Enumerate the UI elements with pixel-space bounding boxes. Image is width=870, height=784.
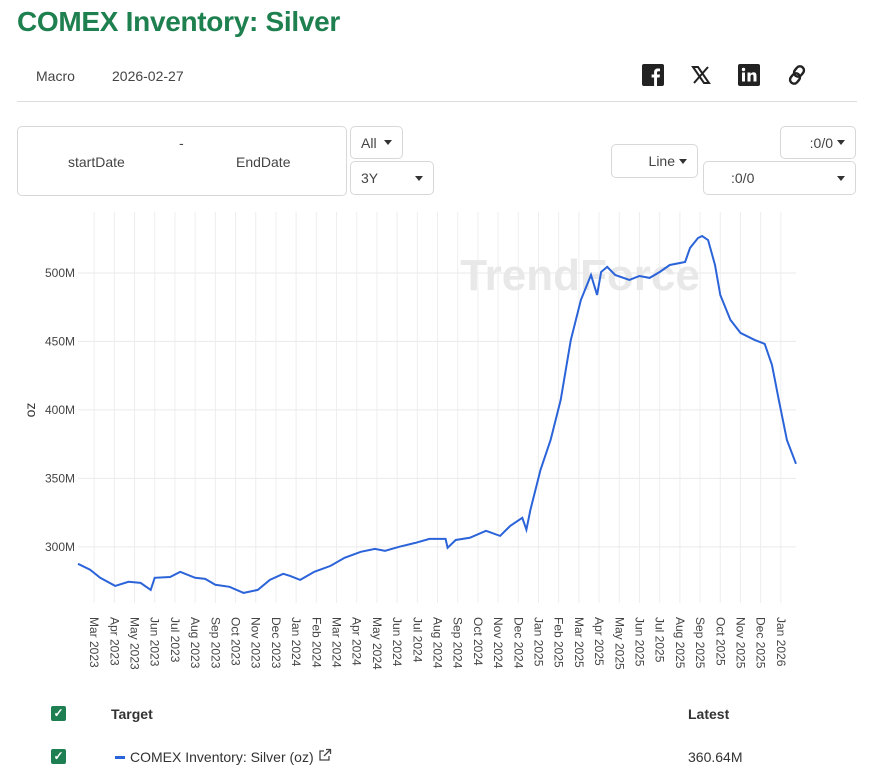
date-label: 2026-02-27 (112, 68, 184, 84)
x-tick-label: May 2025 (612, 617, 626, 670)
y-axis-title: oz (22, 403, 38, 418)
line-chart: TrendForce 300M 350M 400M 450M 500M Mar 2023 A… (22, 212, 797, 670)
x-tick-label: Apr 2023 (107, 617, 121, 666)
x-tick-label: Apr 2024 (350, 617, 364, 666)
x-tick-label: Jan 2025 (531, 617, 545, 667)
x-tick-label: Dec 2025 (754, 617, 768, 669)
chart-type-value: Line (648, 153, 675, 169)
x-tick-label: Jul 2023 (168, 617, 182, 663)
x-tick-label: Mar 2025 (572, 617, 586, 668)
chart-type-dropdown[interactable]: Line (611, 144, 698, 178)
caret-down-icon (679, 158, 687, 164)
watermark: TrendForce (460, 251, 700, 300)
right-axis-top-dropdown[interactable]: :0/0 (780, 126, 856, 159)
series-name: COMEX Inventory: Silver (oz) (130, 749, 314, 765)
x-tick-label: Sep 2023 (208, 617, 222, 669)
y-tick-label: 300M (45, 540, 75, 554)
link-icon[interactable] (786, 64, 808, 86)
caret-down-icon (837, 175, 845, 181)
right-axis-top-value: :0/0 (809, 134, 833, 151)
caret-down-icon (415, 175, 423, 181)
right-axis-bottom-dropdown[interactable]: :0/0 (703, 161, 856, 195)
external-link-icon[interactable] (318, 748, 332, 767)
period-dropdown[interactable]: 3Y (350, 161, 434, 195)
date-separator: - (179, 135, 184, 151)
x-tick-label: Feb 2025 (552, 617, 566, 668)
target-header: Target (111, 706, 153, 722)
x-tick-label: Jun 2023 (148, 617, 162, 667)
x-tick-label: Apr 2025 (592, 617, 606, 666)
series-line (77, 234, 797, 594)
x-tick-label: Nov 2024 (491, 617, 505, 669)
x-tick-label: Nov 2023 (249, 617, 263, 669)
x-tick-label: May 2024 (370, 617, 384, 670)
right-axis-bottom-value: :0/0 (731, 170, 755, 186)
x-tick-label: Nov 2025 (733, 617, 747, 669)
x-tick-label: Jun 2025 (632, 617, 646, 667)
facebook-icon[interactable] (642, 64, 664, 86)
x-tick-label: Jun 2024 (390, 617, 404, 667)
y-tick-label: 400M (45, 403, 75, 417)
range-type-value: All (361, 134, 377, 151)
x-tick-label: Aug 2025 (673, 617, 687, 669)
x-tick-label: Dec 2024 (511, 617, 525, 669)
y-tick-label: 450M (45, 334, 75, 348)
x-tick-label: Mar 2023 (87, 617, 101, 668)
x-tick-label: Jul 2024 (410, 617, 424, 663)
category-label: Macro (36, 68, 75, 84)
latest-header: Latest (688, 706, 730, 722)
x-tick-label: Oct 2024 (471, 617, 485, 666)
series-checkbox[interactable]: ✓ (51, 749, 66, 764)
series-latest-value: 360.64M (688, 749, 743, 765)
x-tick-label: Oct 2023 (229, 617, 243, 666)
x-tick-label: Feb 2024 (309, 617, 323, 668)
period-value: 3Y (361, 170, 379, 186)
x-tick-label: Sep 2024 (451, 617, 465, 669)
x-icon[interactable] (690, 64, 712, 86)
caret-down-icon (384, 140, 392, 145)
x-tick-label: Aug 2024 (431, 617, 445, 669)
select-all-checkbox[interactable]: ✓ (51, 706, 66, 721)
x-tick-label: Jan 2024 (289, 617, 303, 667)
x-tick-label: Jan 2026 (774, 617, 788, 667)
divider (17, 101, 857, 102)
y-tick-label: 350M (45, 471, 75, 485)
y-tick-label: 500M (45, 266, 75, 280)
x-tick-label: Dec 2023 (269, 617, 283, 669)
x-tick-label: Oct 2025 (713, 617, 727, 666)
series-color-swatch (115, 756, 125, 759)
x-tick-label: Sep 2025 (693, 617, 707, 669)
caret-down-icon (837, 140, 845, 145)
x-tick-label: May 2023 (128, 617, 142, 670)
range-type-dropdown[interactable]: All (350, 126, 403, 159)
end-date-input[interactable]: EndDate (236, 154, 291, 170)
x-tick-label: Aug 2023 (188, 617, 202, 669)
start-date-input[interactable]: startDate (68, 154, 125, 170)
x-tick-label: Mar 2024 (330, 617, 344, 668)
date-range-picker: - startDate EndDate (17, 126, 347, 196)
page-title: COMEX Inventory: Silver (17, 6, 340, 37)
linkedin-icon[interactable] (738, 64, 760, 86)
x-tick-label: Jul 2025 (653, 617, 667, 663)
